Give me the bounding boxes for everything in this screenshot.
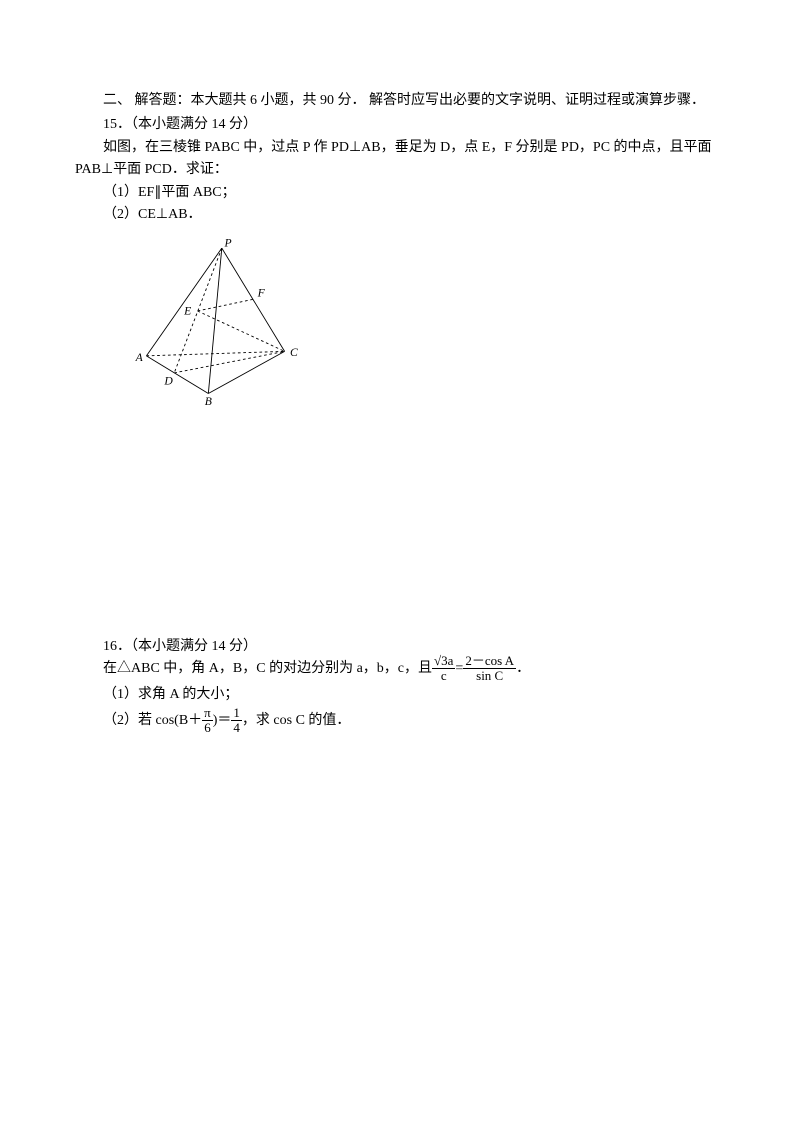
q16-body-post: ．: [516, 658, 530, 680]
section-heading: 二、 解答题：本大题共 6 小题，共 90 分． 解答时应写出必要的文字说明、证…: [75, 90, 725, 112]
q15-number: 15．（本小题满分 14 分）: [75, 114, 725, 136]
q16-part2-frac2: 1 4: [231, 706, 242, 736]
q16-part2-mid: )＝: [213, 710, 232, 732]
svg-text:E: E: [183, 305, 191, 318]
q16-frac2-num: 2－cos A: [463, 654, 516, 669]
q16-p2-f2-num: 1: [231, 706, 242, 721]
svg-text:A: A: [135, 352, 144, 365]
svg-text:B: B: [205, 396, 212, 408]
q16-body-pre: 在△ABC 中，角 A，B，C 的对边分别为 a，b，c，且: [103, 658, 432, 680]
q16-part2-frac1: π 6: [202, 706, 213, 736]
q16-part2-post: ，求 cos C 的值．: [242, 710, 351, 732]
q16-frac1-den: c: [432, 669, 455, 683]
q16-part2: （2）若 cos(B＋ π 6 )＝ 1 4 ，求 cos C 的值．: [75, 706, 725, 736]
q15-figure: P A B C D E F: [130, 232, 725, 415]
q16-frac1: √3a c: [432, 654, 455, 684]
spacing-gap: [75, 416, 725, 636]
page: 二、 解答题：本大题共 6 小题，共 90 分． 解答时应写出必要的文字说明、证…: [0, 0, 800, 736]
q16-frac1-num: √3a: [432, 654, 455, 669]
svg-text:D: D: [163, 375, 173, 388]
q16-p2-f1-den: 6: [202, 721, 213, 735]
q16-part1: （1）求角 A 的大小；: [75, 684, 725, 706]
q15-part2: （2）CE⊥AB．: [75, 204, 725, 226]
q16-frac2-den: sin C: [463, 669, 516, 683]
q16-p2-f2-den: 4: [231, 721, 242, 735]
q16-frac2: 2－cos A sin C: [463, 654, 516, 684]
svg-text:P: P: [223, 237, 231, 250]
eq-sign: =: [455, 658, 463, 680]
pyramid-diagram: P A B C D E F: [130, 232, 310, 407]
q16-part2-pre: （2）若 cos(B＋: [103, 710, 202, 732]
q16-p2-f1-num: π: [202, 706, 213, 721]
q16-body: 在△ABC 中，角 A，B，C 的对边分别为 a，b，c，且 √3a c = 2…: [75, 654, 725, 684]
svg-text:C: C: [290, 346, 298, 359]
q15-body: 如图，在三棱锥 PABC 中，过点 P 作 PD⊥AB，垂足为 D，点 E，F …: [75, 137, 725, 182]
q15-part1: （1）EF∥平面 ABC；: [75, 182, 725, 204]
svg-text:F: F: [257, 287, 266, 300]
